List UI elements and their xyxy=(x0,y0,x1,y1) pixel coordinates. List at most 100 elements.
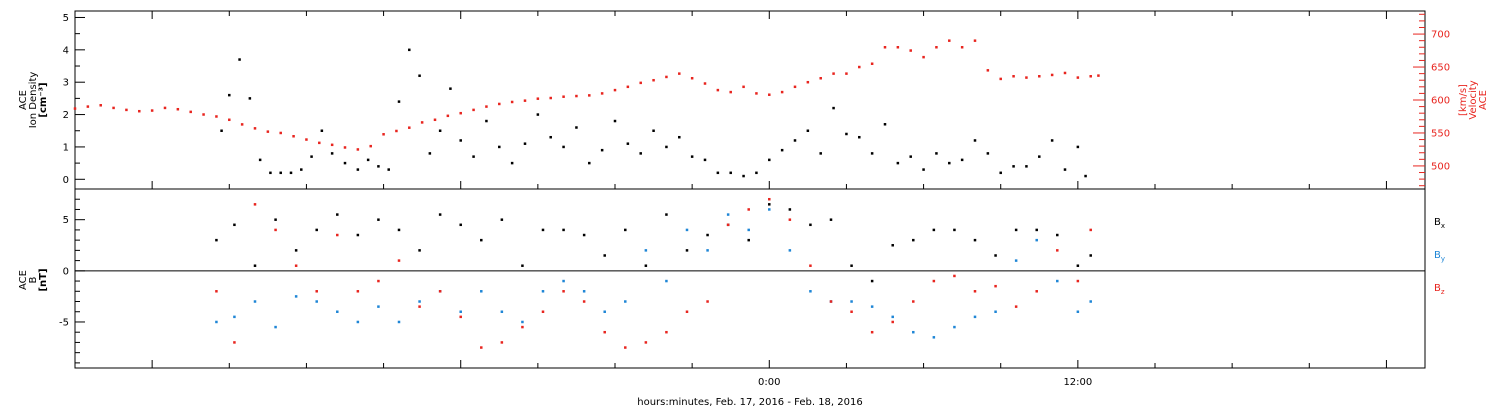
velocity-point xyxy=(1050,73,1054,77)
density-point xyxy=(806,129,810,132)
density-point xyxy=(356,168,360,171)
velocity-point xyxy=(433,118,437,122)
density-point xyxy=(678,135,681,139)
density-point xyxy=(438,129,442,132)
density-point xyxy=(883,123,887,126)
time-tick-label: 0:00 xyxy=(758,377,780,388)
bz-point xyxy=(233,341,236,344)
density-point xyxy=(220,129,223,132)
density-point xyxy=(819,152,822,155)
velocity-point xyxy=(742,85,745,89)
density-point xyxy=(1076,145,1080,149)
bx-point xyxy=(1056,233,1059,237)
bz-point xyxy=(582,300,586,303)
legend-bx-subscript: x xyxy=(1441,222,1445,230)
velocity-point xyxy=(575,94,578,98)
bz-point xyxy=(480,346,483,349)
velocity-point xyxy=(832,72,835,75)
by-point xyxy=(1014,259,1018,262)
bx-point xyxy=(994,254,997,257)
density-axis-label-line3: [cm⁻³] xyxy=(38,82,49,117)
velocity-tick-label: 600 xyxy=(1431,96,1450,107)
bx-point xyxy=(870,279,874,283)
bz-point xyxy=(726,223,730,227)
density-point xyxy=(960,158,964,162)
density-point xyxy=(289,171,293,175)
density-point xyxy=(755,171,758,175)
by-point xyxy=(459,310,462,313)
legend-by-subscript: y xyxy=(1441,255,1445,263)
velocity-point xyxy=(960,46,964,49)
bz-point xyxy=(768,197,771,201)
bz-point xyxy=(870,330,874,334)
top-panel-data-points xyxy=(73,39,1100,178)
velocity-point xyxy=(485,105,488,108)
by-point xyxy=(891,315,894,319)
velocity-tick-label: 500 xyxy=(1431,161,1450,172)
density-point xyxy=(626,142,630,145)
bz-point xyxy=(685,310,689,313)
by-point xyxy=(809,290,812,293)
b-axis-ticks: -5 0 5 xyxy=(59,198,85,364)
bx-point xyxy=(829,218,833,221)
velocity-point xyxy=(446,114,450,118)
velocity-point xyxy=(420,121,424,124)
bz-point xyxy=(809,264,812,267)
by-point xyxy=(603,310,606,313)
bottom-panel-frame xyxy=(74,188,1426,369)
density-point xyxy=(639,152,642,155)
bz-point xyxy=(788,218,792,221)
bx-point xyxy=(541,228,545,232)
bx-point xyxy=(582,233,586,237)
by-point xyxy=(1035,238,1038,242)
velocity-point xyxy=(189,110,192,114)
bx-point xyxy=(274,218,277,221)
bz-point xyxy=(294,264,298,267)
velocity-axis-label-line1: ACE xyxy=(1478,90,1489,110)
bx-point xyxy=(1035,228,1038,232)
density-point xyxy=(729,171,732,175)
by-point xyxy=(726,213,730,216)
velocity-point xyxy=(639,81,642,85)
velocity-axis-label-line3: [km/s] xyxy=(1458,84,1469,116)
bx-point xyxy=(336,213,339,216)
b-tick-label: 0 xyxy=(63,266,69,277)
bz-point xyxy=(912,300,915,303)
velocity-point xyxy=(292,135,295,138)
velocity-point xyxy=(678,72,681,75)
bx-point xyxy=(377,218,380,221)
velocity-point xyxy=(510,100,514,104)
velocity-point xyxy=(973,39,977,42)
bx-point xyxy=(685,249,689,252)
density-point xyxy=(418,74,421,77)
density-point xyxy=(1012,165,1015,168)
velocity-point xyxy=(472,108,475,112)
density-point xyxy=(269,171,272,175)
velocity-point xyxy=(883,46,887,49)
by-point xyxy=(994,310,997,313)
density-point xyxy=(310,155,313,158)
bx-point xyxy=(644,264,648,267)
density-tick-label: 1 xyxy=(63,142,69,153)
velocity-point xyxy=(613,88,617,92)
density-point xyxy=(768,158,771,162)
bx-point xyxy=(438,213,442,216)
bz-point xyxy=(624,346,627,349)
density-axis-label-line2: Ion Density xyxy=(28,72,39,129)
b-axis-label-line3: [nT] xyxy=(38,268,49,291)
bx-point xyxy=(932,228,936,232)
density-point xyxy=(948,161,951,165)
bx-point xyxy=(215,238,218,242)
velocity-point xyxy=(202,113,205,116)
velocity-point xyxy=(922,55,925,59)
by-point xyxy=(768,208,771,211)
by-point xyxy=(356,320,360,324)
by-point xyxy=(973,315,977,319)
by-point xyxy=(870,305,874,308)
density-point xyxy=(716,171,720,175)
time-tick-label: 12:00 xyxy=(1063,377,1092,388)
density-point xyxy=(909,155,912,158)
bx-point xyxy=(747,238,750,242)
density-point xyxy=(793,139,797,142)
velocity-point xyxy=(768,93,771,96)
